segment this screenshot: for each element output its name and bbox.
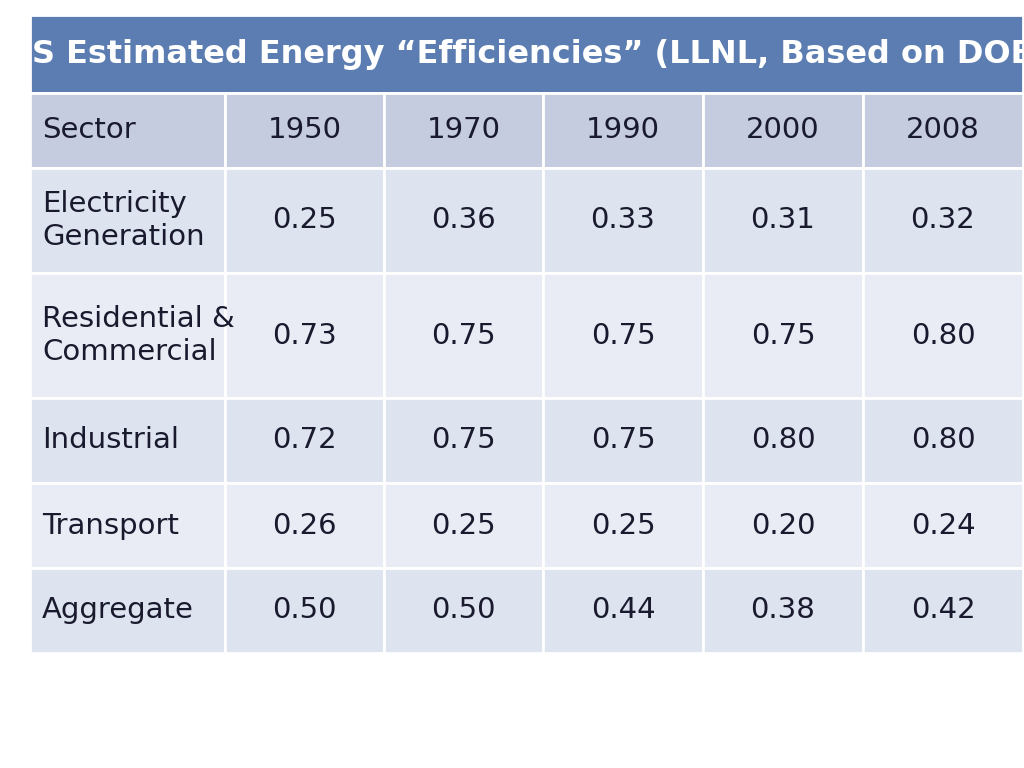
Text: 0.33: 0.33 [591,207,655,234]
Bar [384,483,543,568]
Bar [384,273,543,398]
Bar [30,398,225,483]
Text: 0.80: 0.80 [910,322,975,349]
Bar [225,568,384,653]
Bar [30,168,225,273]
Text: 0.25: 0.25 [431,511,496,539]
Text: 0.31: 0.31 [751,207,815,234]
Text: Sector: Sector [42,117,136,144]
Bar [703,273,863,398]
Bar [863,483,1023,568]
Bar [384,93,543,168]
Text: 0.36: 0.36 [431,207,496,234]
Text: 0.72: 0.72 [272,426,337,455]
Bar [703,568,863,653]
Text: 0.75: 0.75 [431,426,496,455]
Text: 0.25: 0.25 [591,511,655,539]
Bar [703,483,863,568]
Bar [703,93,863,168]
Bar [30,93,225,168]
Bar [543,93,703,168]
Text: 0.80: 0.80 [751,426,815,455]
Bar [863,168,1023,273]
Bar [384,168,543,273]
Text: 1970: 1970 [427,117,501,144]
Text: 0.32: 0.32 [910,207,976,234]
Bar [225,93,384,168]
Text: 0.20: 0.20 [751,511,815,539]
Text: US Estimated Energy “Efficiencies” (LLNL, Based on DOE): US Estimated Energy “Efficiencies” (LLNL… [6,38,1024,69]
Bar [863,93,1023,168]
Bar [225,483,384,568]
Bar [225,273,384,398]
Bar [30,568,225,653]
Bar [543,273,703,398]
Text: 0.50: 0.50 [272,597,337,624]
Text: Electricity
Generation: Electricity Generation [42,190,205,250]
Text: 0.80: 0.80 [910,426,975,455]
Bar [30,483,225,568]
Bar [863,568,1023,653]
Text: 0.42: 0.42 [910,597,975,624]
Bar [225,168,384,273]
Bar [863,273,1023,398]
Bar [30,15,1023,93]
Text: 2008: 2008 [906,117,980,144]
Text: 0.38: 0.38 [751,597,815,624]
Bar [863,398,1023,483]
Text: 0.25: 0.25 [272,207,337,234]
Text: 1990: 1990 [586,117,660,144]
Text: 0.75: 0.75 [431,322,496,349]
Bar [543,398,703,483]
Bar [543,483,703,568]
Text: 2000: 2000 [746,117,820,144]
Text: 1950: 1950 [267,117,341,144]
Text: Aggregate: Aggregate [42,597,194,624]
Text: 0.26: 0.26 [272,511,337,539]
Text: 0.73: 0.73 [272,322,337,349]
Text: 0.75: 0.75 [591,322,655,349]
Text: Residential &
Commercial: Residential & Commercial [42,306,234,366]
Bar [703,168,863,273]
Text: 0.24: 0.24 [910,511,975,539]
Text: 0.44: 0.44 [591,597,655,624]
Bar [384,568,543,653]
Bar [384,398,543,483]
Bar [30,273,225,398]
Text: 0.75: 0.75 [751,322,815,349]
Text: 0.50: 0.50 [431,597,496,624]
Text: Industrial: Industrial [42,426,179,455]
Bar [543,568,703,653]
Bar [225,398,384,483]
Text: 0.75: 0.75 [591,426,655,455]
Bar [703,398,863,483]
Text: Transport: Transport [42,511,179,539]
Bar [543,168,703,273]
